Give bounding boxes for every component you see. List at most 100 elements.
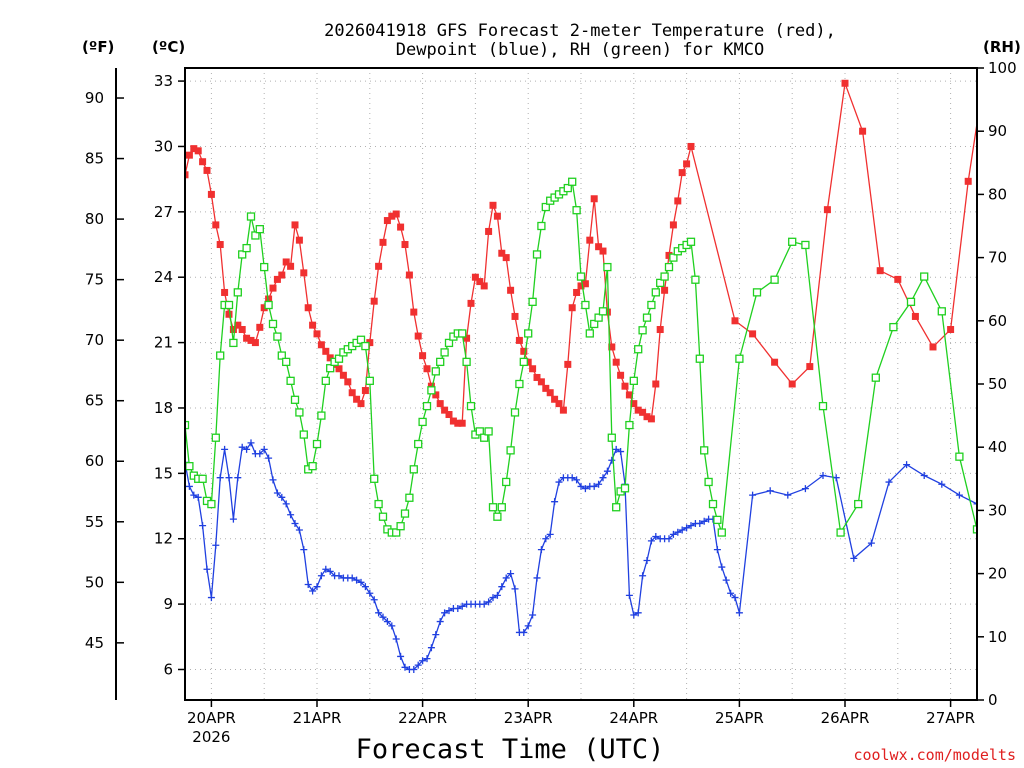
temperature-point <box>344 378 352 386</box>
rh-point <box>713 515 722 525</box>
dewpoint-point <box>511 585 519 593</box>
rh-point <box>537 221 546 231</box>
rh-point <box>502 477 511 487</box>
temperature-point <box>207 190 215 198</box>
temperature-point <box>243 334 251 342</box>
temperature-point <box>788 380 796 388</box>
rh-point <box>955 452 964 461</box>
dewpoint-point <box>590 482 598 490</box>
rh-point <box>735 354 744 363</box>
temperature-point <box>894 275 902 283</box>
temperature-point <box>551 395 559 403</box>
temperature-point <box>617 371 625 379</box>
dewpoint-point <box>885 478 893 486</box>
x-axis-title: Forecast Time (UTC) <box>356 734 665 765</box>
series-rh <box>185 177 977 537</box>
temperature-point <box>568 304 576 312</box>
temperature-point <box>1018 154 1024 161</box>
dewpoint-point <box>955 491 963 499</box>
dewpoint-point <box>784 491 792 499</box>
dewpoint-point <box>819 472 827 480</box>
dewpoint-point <box>265 454 273 462</box>
fahrenheit-tick-label: 45 <box>85 634 104 652</box>
rh-tick-label: 30 <box>988 501 1007 519</box>
dewpoint-point <box>920 472 928 480</box>
dewpoint-point <box>498 583 506 591</box>
dewpoint-point <box>524 622 532 630</box>
rh-point <box>475 427 484 436</box>
rh-point <box>563 183 572 193</box>
dewpoint-point <box>507 570 515 578</box>
temperature-point <box>480 282 488 290</box>
temperature-point <box>630 400 638 408</box>
rh-point <box>365 376 374 385</box>
temperature-point <box>652 380 660 388</box>
temperature-point <box>595 243 603 251</box>
temperature-point <box>295 236 303 244</box>
plot-area <box>185 79 1024 673</box>
temperature-point <box>190 145 198 153</box>
dewpoint-point <box>317 572 325 580</box>
rh-point <box>612 503 621 512</box>
rh-point <box>581 300 590 310</box>
temperature-point <box>625 391 633 399</box>
dewpoint-point <box>678 526 686 534</box>
temperature-point <box>225 310 233 318</box>
temperature-point <box>911 312 919 320</box>
temperature-point <box>639 408 647 416</box>
dewpoint-point <box>445 607 453 615</box>
temperature-point <box>859 127 867 135</box>
temperature-point <box>251 339 259 347</box>
rh-point <box>532 250 542 259</box>
dewpoint-point <box>234 474 242 482</box>
dewpoint-point <box>1009 548 1016 555</box>
temperature-point <box>947 326 955 334</box>
temperature-point <box>388 212 396 220</box>
dewpoint-point <box>696 519 704 527</box>
temperature-point <box>771 358 779 366</box>
rh-point <box>607 433 616 442</box>
dewpoint-point <box>243 445 251 453</box>
dewpoint-point <box>669 530 677 538</box>
rh-point <box>717 528 726 537</box>
temperature-point <box>401 241 409 249</box>
temperature-point <box>674 197 682 205</box>
rh-point <box>695 354 704 363</box>
temperature-point <box>542 384 550 392</box>
temperature-point <box>212 221 220 229</box>
temperature-point <box>247 336 255 344</box>
dewpoint-point <box>401 663 409 671</box>
dewpoint-point <box>608 456 616 464</box>
rh-point <box>651 288 660 297</box>
rh-point <box>603 262 612 272</box>
dewpoint-point <box>603 467 611 475</box>
temperature-point <box>749 330 757 338</box>
rh-point <box>268 319 278 329</box>
dewpoint-point <box>485 598 493 606</box>
dewpoint-point <box>718 563 726 571</box>
temperature-point <box>647 415 655 423</box>
dewpoint-point <box>973 500 977 508</box>
rh-point <box>669 253 678 262</box>
fahrenheit-tick-label: 65 <box>85 392 104 410</box>
series-line-dew <box>185 441 977 671</box>
temperature-point <box>348 389 356 397</box>
dewpoint-point <box>639 572 647 580</box>
temperature-point <box>586 236 594 244</box>
dewpoint-point <box>722 576 730 584</box>
dewpoint-point <box>595 480 603 488</box>
rh-tick-label: 80 <box>988 185 1007 203</box>
dewpoint-point <box>388 622 396 630</box>
rh-point <box>238 250 247 259</box>
rh-point <box>519 357 528 367</box>
temperature-point <box>335 365 343 373</box>
dewpoint-point <box>568 474 576 482</box>
fahrenheit-unit-label: (ºF) <box>82 38 114 56</box>
dewpoint-point <box>542 535 550 543</box>
temperature-point <box>683 160 691 168</box>
temperature-point <box>731 317 739 325</box>
rh-point <box>317 411 326 420</box>
temperature-point <box>326 354 334 362</box>
dewpoint-point <box>674 528 682 536</box>
